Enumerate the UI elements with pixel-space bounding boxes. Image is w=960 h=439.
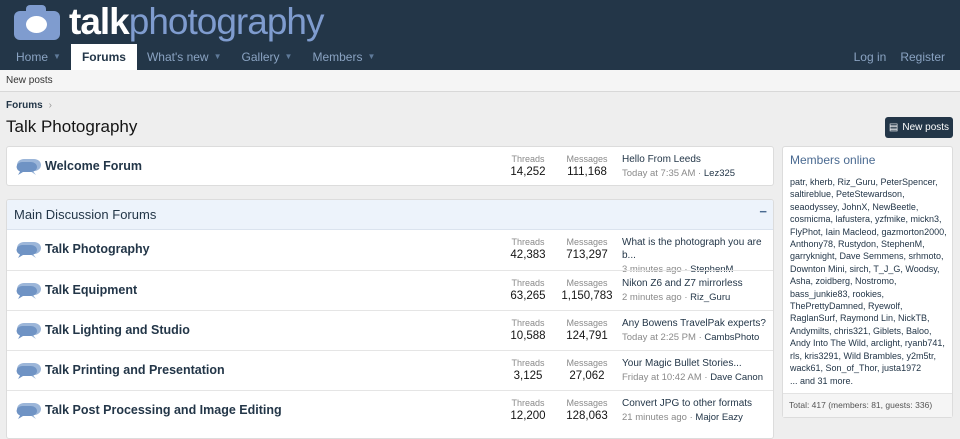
member-names[interactable]: patr, kherb, Riz_Guru, PeterSpencer, sal… — [790, 177, 947, 374]
latest-time[interactable]: 3 minutes ago — [622, 264, 682, 275]
forum-name[interactable]: Talk Post Processing and Image Editing — [45, 403, 282, 417]
nav-whats-new-label: What's new — [146, 50, 209, 64]
chevron-down-icon[interactable]: ▼ — [213, 52, 222, 61]
page-title: Talk Photography — [6, 117, 138, 136]
latest-post: Any Bowens TravelPak experts? Today at 2:… — [622, 317, 770, 344]
messages-stat: Messages 713,297 — [566, 237, 608, 261]
latest-post: Nikon Z6 and Z7 mirrorless 2 minutes ago … — [622, 277, 770, 304]
latest-post: Hello From Leeds Today at 7:35 AM · Lez32… — [622, 153, 770, 180]
latest-title[interactable]: What is the photograph you are b... — [622, 237, 762, 261]
welcome-forum-block: Welcome Forum Threads 14,252 Messages 111,… — [6, 146, 774, 186]
breadcrumb-forums[interactable]: Forums — [6, 100, 43, 111]
site-header: talkphotography — [0, 0, 960, 70]
latest-post: Your Magic Bullet Stories... Friday at 10… — [622, 357, 770, 384]
main-nav: Home ▼ Forums What's new ▼ Gallery ▼ Member… — [6, 44, 385, 70]
nav-forums[interactable]: Forums — [70, 44, 137, 70]
latest-user[interactable]: Major Eazy — [695, 412, 743, 423]
forum-bubbles-icon — [15, 282, 41, 300]
messages-stat: Messages 111,168 — [566, 154, 608, 178]
nav-whats-new[interactable]: What's new ▼ — [137, 44, 232, 70]
breadcrumb-separator: › — [48, 100, 53, 111]
forum-name[interactable]: Talk Photography — [45, 242, 150, 256]
category-title[interactable]: Main Discussion Forums — [14, 207, 157, 222]
online-total: Total: 417 (members: 81, guests: 336) — [783, 392, 952, 417]
nav-forums-label: Forums — [81, 50, 126, 64]
breadcrumb: Forums › — [6, 100, 52, 111]
latest-user[interactable]: Lez325 — [703, 168, 736, 179]
login-link[interactable]: Log in — [853, 50, 887, 64]
latest-user[interactable]: CambsPhoto — [704, 332, 760, 343]
nav-members-label: Members — [312, 50, 363, 64]
register-link[interactable]: Register — [900, 50, 945, 64]
threads-stat: Threads 10,588 — [510, 318, 546, 342]
latest-post: What is the photograph you are b... 3 min… — [622, 236, 770, 276]
forum-row[interactable]: Talk Lighting and Studio Threads 10,588 M… — [7, 310, 773, 350]
latest-time[interactable]: 2 minutes ago — [622, 292, 682, 303]
collapse-icon[interactable]: − — [759, 204, 767, 219]
messages-stat: Messages 124,791 — [566, 318, 608, 342]
latest-time[interactable]: Today at 2:25 PM — [622, 332, 696, 343]
main-discussion-block: Main Discussion Forums − Talk Photography… — [6, 199, 774, 439]
camera-chat-icon — [14, 4, 60, 40]
new-posts-icon: ▤ — [888, 122, 899, 133]
messages-stat: Messages 27,062 — [566, 358, 608, 382]
category-header: Main Discussion Forums − — [7, 200, 773, 230]
latest-user[interactable]: StephenM — [690, 264, 734, 275]
nav-gallery-label: Gallery — [241, 50, 280, 64]
latest-title[interactable]: Hello From Leeds — [622, 154, 701, 165]
more-members: ... and 31 more. — [790, 375, 854, 386]
latest-title[interactable]: Any Bowens TravelPak experts? — [622, 318, 766, 329]
members-online-list: patr, kherb, Riz_Guru, PeterSpencer, sal… — [783, 167, 952, 393]
forum-bubbles-icon — [15, 322, 41, 340]
messages-stat: Messages 1,150,783 — [561, 278, 613, 302]
chevron-down-icon[interactable]: ▼ — [367, 52, 376, 61]
account-nav: Log in Register — [847, 44, 952, 70]
threads-stat: Threads 3,125 — [511, 358, 545, 382]
forum-name[interactable]: Talk Equipment — [45, 283, 138, 297]
forum-row[interactable]: Talk Printing and Presentation Threads 3,… — [7, 350, 773, 390]
forum-row[interactable]: Talk Post Processing and Image Editing T… — [7, 390, 773, 430]
sub-nav: New posts — [0, 70, 960, 92]
messages-stat: Messages 128,063 — [566, 398, 608, 422]
latest-title[interactable]: Your Magic Bullet Stories... — [622, 358, 742, 369]
threads-stat: Threads 12,200 — [510, 398, 546, 422]
latest-post: Convert JPG to other formats 21 minutes a… — [622, 397, 770, 424]
nav-home[interactable]: Home ▼ — [6, 44, 71, 70]
nav-members[interactable]: Members ▼ — [302, 44, 385, 70]
latest-user[interactable]: Riz_Guru — [690, 292, 731, 303]
forum-bubbles-icon — [15, 402, 41, 420]
new-posts-button-label: New posts — [902, 122, 950, 133]
members-online-widget: Members online patr, kherb, Riz_Guru, Pe… — [782, 146, 953, 418]
new-posts-button[interactable]: ▤ New posts — [885, 117, 953, 138]
chevron-down-icon[interactable]: ▼ — [284, 52, 293, 61]
forum-name[interactable]: Welcome Forum — [45, 159, 143, 173]
forum-row[interactable]: Talk Photography Threads 42,383 Messages 7… — [7, 230, 773, 275]
latest-title[interactable]: Nikon Z6 and Z7 mirrorless — [622, 278, 743, 289]
logo-text-photography: photography — [128, 1, 325, 42]
threads-stat: Threads 14,252 — [510, 154, 546, 178]
latest-time[interactable]: Today at 7:35 AM — [622, 168, 696, 179]
threads-stat: Threads 63,265 — [510, 278, 546, 302]
forum-row[interactable]: Talk Equipment Threads 63,265 Messages 1,1… — [7, 270, 773, 310]
latest-time[interactable]: 21 minutes ago — [622, 412, 687, 423]
new-posts-link[interactable]: New posts — [6, 75, 53, 86]
latest-user[interactable]: Dave Canon — [710, 372, 763, 383]
forum-bubbles-icon — [15, 158, 41, 176]
forum-name[interactable]: Talk Printing and Presentation — [45, 363, 225, 377]
members-online-title[interactable]: Members online — [790, 153, 876, 167]
forum-bubbles-icon — [15, 362, 41, 380]
chevron-down-icon[interactable]: ▼ — [53, 52, 61, 61]
logo-text-talk: talk — [69, 1, 130, 42]
forum-name[interactable]: Talk Lighting and Studio — [45, 323, 190, 337]
threads-stat: Threads 42,383 — [510, 237, 546, 261]
forum-row[interactable]: Welcome Forum Threads 14,252 Messages 111,… — [7, 147, 773, 185]
forum-bubbles-icon — [15, 241, 41, 259]
nav-home-label: Home — [16, 50, 49, 64]
site-logo[interactable]: talkphotography — [14, 2, 324, 42]
latest-time[interactable]: Friday at 10:42 AM — [622, 372, 702, 383]
latest-title[interactable]: Convert JPG to other formats — [622, 398, 753, 409]
nav-gallery[interactable]: Gallery ▼ — [232, 44, 303, 70]
